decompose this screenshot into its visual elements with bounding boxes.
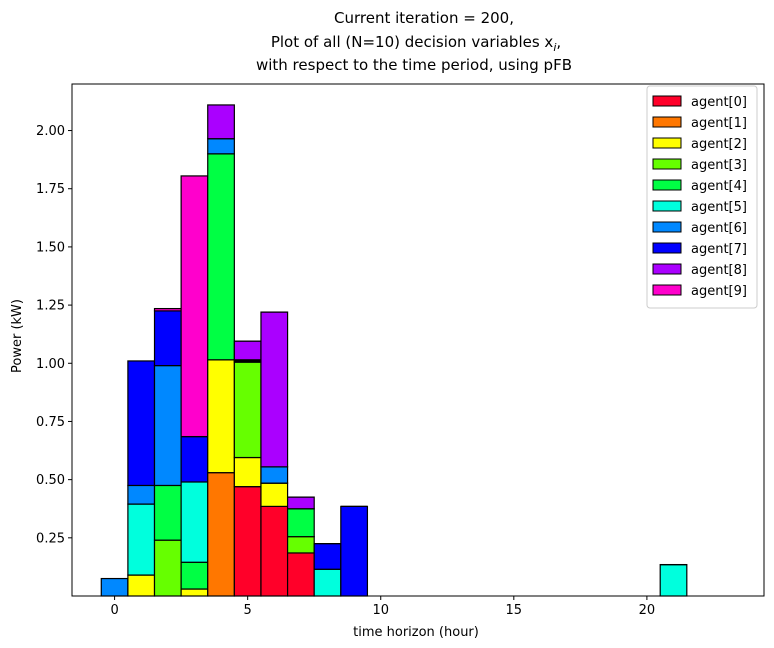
chart-title-line-2: Plot of all (N=10) decision variables xi… bbox=[271, 33, 561, 54]
bar-segment bbox=[286, 552, 315, 597]
bar-segment bbox=[207, 359, 235, 474]
bar-segment bbox=[180, 175, 209, 438]
bar-segment bbox=[153, 484, 182, 541]
x-tick-label: 0 bbox=[110, 603, 118, 618]
x-tick-label: 10 bbox=[372, 603, 389, 618]
bar-segment bbox=[207, 138, 235, 155]
bar-segment bbox=[127, 484, 156, 505]
legend-swatch bbox=[652, 158, 682, 170]
legend-swatch bbox=[652, 221, 682, 233]
legend-label: agent[4] bbox=[691, 179, 747, 194]
bar-segment bbox=[260, 466, 289, 484]
x-axis-label: time horizon (hour) bbox=[353, 625, 479, 640]
bar-stacks bbox=[100, 104, 741, 597]
bar-segment bbox=[313, 568, 342, 597]
y-tick-label: 1.25 bbox=[36, 299, 65, 314]
legend-swatch bbox=[652, 263, 682, 275]
bar-segment bbox=[207, 472, 235, 597]
bar-segment bbox=[207, 153, 235, 361]
legend-label: agent[6] bbox=[691, 221, 747, 236]
bar-segment bbox=[127, 503, 156, 576]
plot-frame bbox=[71, 83, 765, 597]
chart-title-line-2-text: Plot of all (N=10) decision variables x bbox=[271, 33, 554, 51]
axes bbox=[71, 83, 765, 597]
legend-label: agent[7] bbox=[691, 242, 747, 257]
y-axis-label: Power (kW) bbox=[10, 299, 25, 373]
x-tick-label: 15 bbox=[506, 603, 523, 618]
legend-label: agent[2] bbox=[691, 137, 747, 152]
bar-segment bbox=[313, 543, 342, 570]
chart-title-suffix: , bbox=[556, 33, 561, 51]
bar-segment bbox=[286, 536, 315, 554]
bar-segment bbox=[340, 505, 369, 597]
bar-segment bbox=[233, 361, 262, 459]
legend-swatch bbox=[652, 116, 682, 128]
legend-label: agent[1] bbox=[691, 116, 747, 131]
legend-label: agent[5] bbox=[691, 200, 747, 215]
legend-swatch bbox=[652, 242, 682, 254]
bar-segment bbox=[100, 577, 129, 597]
legend-swatch bbox=[652, 284, 682, 296]
legend-swatch bbox=[652, 137, 682, 149]
chart-title-line-1: Current iteration = 200, bbox=[334, 9, 514, 27]
bar-segment bbox=[153, 539, 182, 597]
bar-segment bbox=[180, 561, 209, 590]
bar-segment bbox=[180, 588, 209, 597]
legend-label: agent[8] bbox=[691, 263, 747, 278]
y-tick-label: 1.00 bbox=[36, 357, 65, 372]
bar-segment bbox=[180, 481, 209, 563]
bar-segment bbox=[260, 311, 289, 468]
legend-label: agent[3] bbox=[691, 158, 747, 173]
bar-segment bbox=[233, 486, 262, 597]
bar-segment bbox=[260, 505, 289, 597]
bar-segment bbox=[180, 435, 209, 483]
bar-segment bbox=[127, 360, 156, 487]
chart-title-subscript: i bbox=[553, 41, 556, 54]
bar-segment bbox=[286, 508, 315, 538]
y-tick-label: 0.50 bbox=[36, 473, 65, 488]
bar-segment bbox=[153, 365, 182, 487]
bar-segment bbox=[127, 574, 156, 597]
y-tick-label: 0.25 bbox=[36, 531, 65, 546]
bar-segment bbox=[659, 563, 688, 597]
legend-swatch bbox=[652, 200, 682, 212]
legend-swatch bbox=[652, 95, 682, 107]
y-tick-label: 1.50 bbox=[36, 240, 65, 255]
legend-label: agent[9] bbox=[691, 284, 747, 299]
bar-segment bbox=[286, 496, 315, 510]
bar-segment bbox=[153, 307, 182, 312]
x-tick-label: 5 bbox=[244, 603, 252, 618]
legend-label: agent[0] bbox=[691, 95, 747, 110]
legend-swatch bbox=[652, 179, 682, 191]
legend: agent[0] agent[1] agent[2] agent[3] agent[4]… bbox=[646, 85, 758, 309]
chart-title-line-3: with respect to the time period, using p… bbox=[256, 56, 572, 74]
bar-segment bbox=[153, 310, 182, 367]
axis-ticks: 0 5 10 15 20 0.25 0.50 0.75 1.00 1.25 1.50 1.75 2.00 bbox=[36, 124, 655, 618]
y-tick-label: 2.00 bbox=[36, 124, 65, 139]
bar-segment bbox=[233, 456, 262, 488]
bar-segment bbox=[207, 104, 235, 140]
bar-segment bbox=[260, 482, 289, 507]
x-tick-label: 20 bbox=[639, 603, 656, 618]
y-tick-label: 0.75 bbox=[36, 415, 65, 430]
bar-segment bbox=[233, 340, 262, 361]
y-tick-label: 1.75 bbox=[36, 182, 65, 197]
